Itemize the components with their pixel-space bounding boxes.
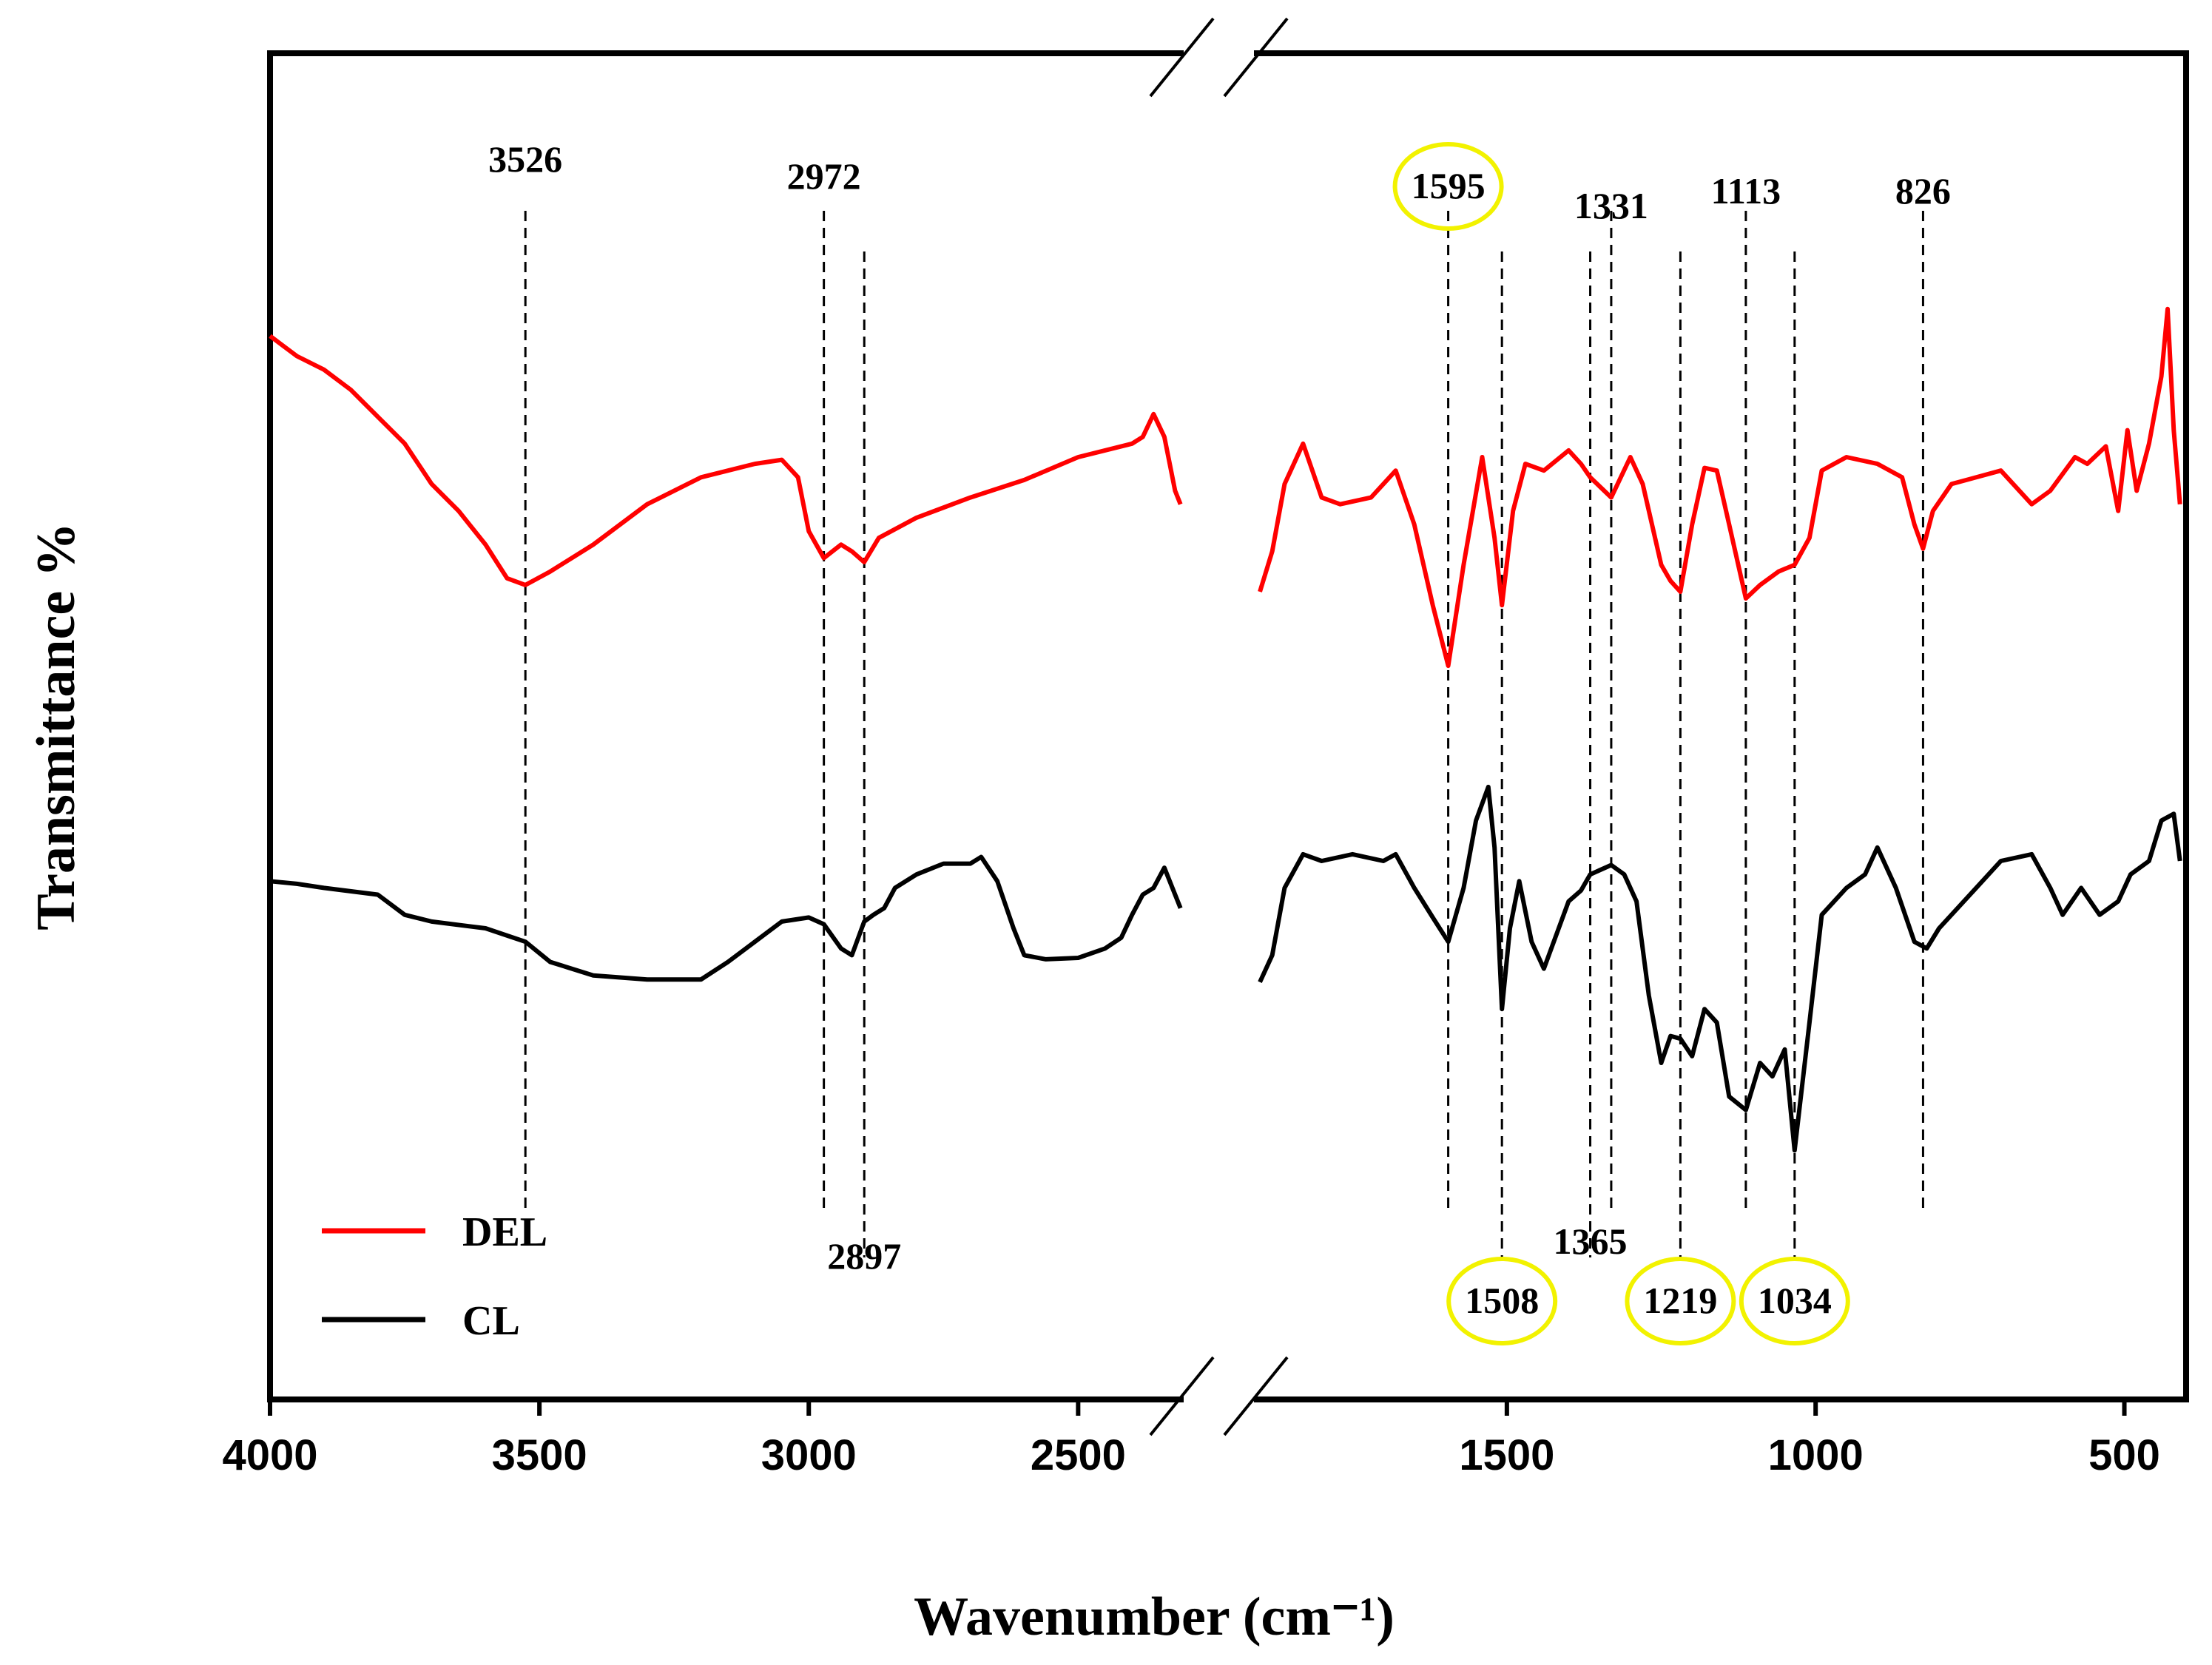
peak-label-2972: 2972 <box>787 155 861 197</box>
x-tick-label-1500: 1500 <box>1459 1431 1554 1479</box>
peak-label-826: 826 <box>1895 170 1951 212</box>
plot-area <box>267 17 2189 1436</box>
series-del-segment-1 <box>1258 306 2182 669</box>
peak-label-3526: 3526 <box>488 138 562 180</box>
y-axis-title: Transmittance % <box>26 522 87 931</box>
highlight-circle-1219 <box>1625 1257 1736 1345</box>
x-tick-label-3000: 3000 <box>761 1431 857 1479</box>
spectra-lines <box>269 306 2182 1153</box>
peak-label-1034: 1034 <box>1758 1280 1832 1321</box>
x-tick-label-4000: 4000 <box>222 1431 317 1479</box>
axis-break-mark-top-left <box>1149 17 1215 98</box>
peak-label-1331: 1331 <box>1574 185 1648 226</box>
highlight-circle-1508 <box>1446 1257 1558 1345</box>
x-tick-label-500: 500 <box>2088 1431 2160 1479</box>
x-axis-ticks: 4000 3500 3000 2500 1500 1000 500 <box>222 1399 2160 1479</box>
peak-label-1219: 1219 <box>1643 1280 1717 1321</box>
axis-break-gap-bottom <box>1184 1389 1254 1408</box>
legend-label-del: DEL <box>462 1209 547 1255</box>
peak-label-1113: 1113 <box>1711 170 1781 212</box>
series-cl-segment-3 <box>1258 784 2182 1153</box>
peak-label-1508: 1508 <box>1465 1280 1539 1321</box>
axis-break-gap-top <box>1184 44 1254 64</box>
x-axis-title: Wavenumber (cm⁻¹) <box>914 1587 1395 1647</box>
legend-label-cl: CL <box>462 1298 520 1344</box>
series-del-segment-0 <box>269 334 1183 587</box>
peak-label-1365: 1365 <box>1554 1220 1628 1262</box>
axis-break-mark-top-right <box>1223 17 1289 98</box>
peak-label-1595: 1595 <box>1412 165 1486 206</box>
highlight-circle-1034 <box>1739 1257 1850 1345</box>
x-tick-label-3500: 3500 <box>492 1431 587 1479</box>
legend: DEL CL <box>322 1209 547 1344</box>
x-tick-label-1000: 1000 <box>1768 1431 1864 1479</box>
peak-annotations: 3526 2972 2897 1595 1508 1365 1331 1219 1113 1034… <box>488 138 1951 1345</box>
axis-break-mark-bottom-right <box>1223 1356 1289 1436</box>
series-cl-segment-2 <box>269 854 1183 982</box>
x-tick-label-2500: 2500 <box>1031 1431 1126 1479</box>
peak-label-2897: 2897 <box>827 1235 901 1277</box>
highlight-circle-1595 <box>1392 142 1504 231</box>
axis-break-mark-bottom-left <box>1149 1356 1215 1436</box>
